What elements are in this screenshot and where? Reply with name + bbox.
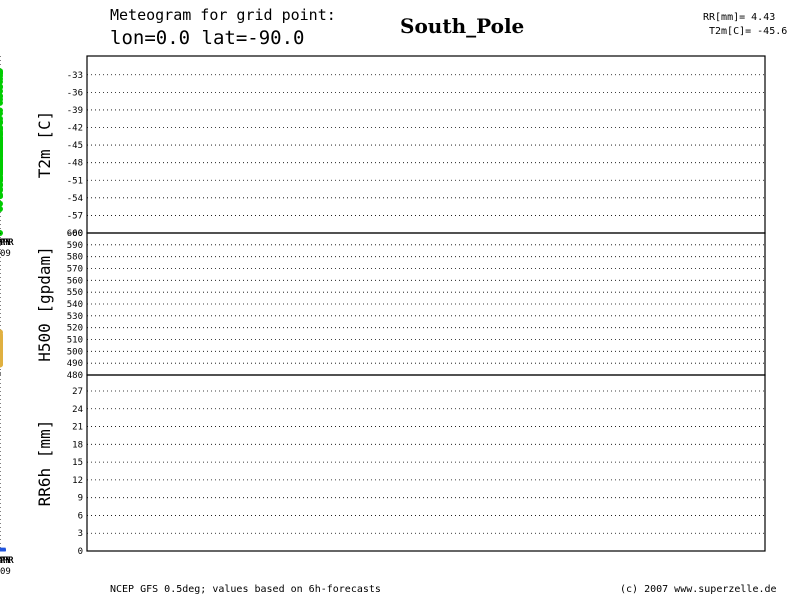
x-tick-label: 1MAY [0,238,11,248]
y-tick-label: 530 [67,312,83,322]
y-tick-label: 480 [67,371,83,381]
y-tick-label: -42 [67,124,83,134]
y-tick-label: 550 [67,288,83,298]
x-tick-label: 26APR [0,556,14,566]
temperature-point [0,150,3,157]
y-tick-label: -36 [67,88,83,98]
y-tick-label: 500 [67,347,83,357]
y-tick-label: -57 [67,211,83,221]
temperature-point [0,205,3,212]
x-tick-label: 16APR [0,238,14,248]
x-tick-label: 1MAY [0,556,11,566]
temperature-point [0,142,3,149]
y-tick-label: 600 [67,229,83,239]
temperature-point [0,170,3,177]
y-axis-label: RR6h [mm] [35,420,54,507]
geopotential-point [0,329,3,336]
temperature-point [0,93,3,100]
temperature-point [0,159,3,166]
y-tick-label: 9 [78,494,83,504]
y-tick-label: -60 [67,229,83,239]
temperature-current: T2m[C]= -45.6 [709,26,788,37]
y-tick-label: -45 [67,141,83,151]
y-tick-label: -48 [67,159,83,169]
x-tick-label: 16APR [0,556,14,566]
copyright-note: (c) 2007 www.superzelle.de [620,584,777,595]
temperature-point [0,69,3,76]
y-tick-label: 0 [78,547,83,557]
y-tick-label: 540 [67,300,83,310]
meteogram-title: Meteogram for grid point: [110,6,336,24]
location-name: South_Pole [400,14,525,38]
panel-frame [86,55,766,234]
y-tick-label: 490 [67,359,83,369]
panel-frame [86,374,766,552]
x-tick-label: 11APR [0,556,14,566]
temperature-point [0,75,3,82]
grid-point-coordinates: lon=0.0 lat=-90.0 [110,27,305,49]
x-tick-label: 21APR [0,238,14,248]
temperature-point [0,191,3,198]
temperature-point [0,230,3,236]
temperature-point [0,99,3,106]
x-tick-label: 6APR [0,556,11,566]
x-tick-label: 21APR [0,556,14,566]
temperature-point [0,176,3,183]
y-tick-label: -39 [67,106,83,116]
precipitation-bar [0,549,6,552]
temperature-point [0,107,3,114]
x-tick-label: 6APR [0,238,11,248]
y-tick-label: 510 [67,336,83,346]
x-tick-label: 26APR [0,238,14,248]
temperature-point [0,181,3,188]
y-axis-label: H500 [gpdam] [35,246,54,362]
y-tick-label: 520 [67,324,83,334]
precipitation-total: RR[mm]= 4.43 [703,12,776,23]
y-tick-label: 3 [78,529,83,539]
y-tick-label: 15 [72,458,83,468]
temperature-point [0,200,3,207]
temperature-point [0,132,3,139]
y-axis-label: T2m [C] [35,111,54,178]
x-year-label: 2009 [0,567,11,577]
y-tick-label: -33 [67,71,83,81]
y-tick-label: 24 [72,405,83,415]
x-tick-label: 11APR [0,238,14,248]
x-year-label: 2009 [0,249,11,259]
y-tick-label: 27 [72,387,83,397]
y-tick-label: 21 [72,423,83,433]
y-tick-label: 6 [78,511,83,521]
y-tick-label: 560 [67,276,83,286]
temperature-point [0,119,3,126]
y-tick-label: 580 [67,253,83,263]
y-tick-label: 18 [72,440,83,450]
temperature-point [0,187,3,194]
y-tick-label: 570 [67,265,83,275]
temperature-point [0,88,3,95]
y-tick-label: -51 [67,176,83,186]
temperature-point [0,83,3,90]
data-source-note: NCEP GFS 0.5deg; values based on 6h-fore… [110,584,381,595]
y-tick-label: 590 [67,241,83,251]
y-tick-label: -54 [67,194,83,204]
y-tick-label: 12 [72,476,83,486]
